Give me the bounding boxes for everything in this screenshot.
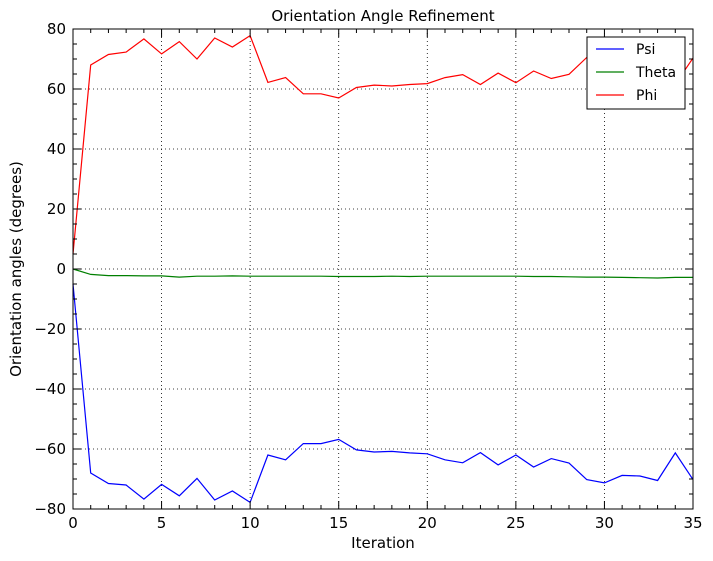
- y-tick-label: 20: [47, 200, 66, 218]
- x-tick-label: 5: [157, 514, 167, 532]
- y-tick-label: 40: [47, 140, 66, 158]
- y-axis-label: Orientation angles (degrees): [7, 161, 25, 377]
- x-tick-label: 30: [595, 514, 614, 532]
- legend-label-phi: Phi: [636, 88, 657, 104]
- series-line-theta: [72, 268, 693, 279]
- x-tick-label: 15: [329, 514, 348, 532]
- x-tick-label: 20: [418, 514, 437, 532]
- y-tick-label: −60: [34, 440, 66, 458]
- legend: Psi Theta Phi: [586, 36, 686, 110]
- y-tick-label: 0: [56, 260, 66, 278]
- x-tick-labels: 0 5 10 15 20 25 30 35: [68, 514, 702, 532]
- x-tick-label: 25: [506, 514, 525, 532]
- x-tick-label: 35: [683, 514, 702, 532]
- y-tick-label: −20: [34, 320, 66, 338]
- y-tick-label: −40: [34, 380, 66, 398]
- legend-label-theta: Theta: [635, 65, 676, 81]
- x-axis-label: Iteration: [351, 534, 415, 552]
- y-tick-label: −80: [34, 500, 66, 518]
- x-tick-label: 10: [241, 514, 260, 532]
- y-tick-label: 80: [47, 20, 66, 38]
- y-tick-label: 60: [47, 80, 66, 98]
- chart-title: Orientation Angle Refinement: [271, 7, 494, 25]
- axis-ticks: [72, 28, 694, 510]
- x-tick-label: 0: [68, 514, 78, 532]
- series-line-psi: [72, 283, 694, 504]
- y-tick-labels: 80 60 40 20 0 −20 −40 −60 −80: [34, 20, 66, 518]
- legend-label-psi: Psi: [636, 42, 655, 58]
